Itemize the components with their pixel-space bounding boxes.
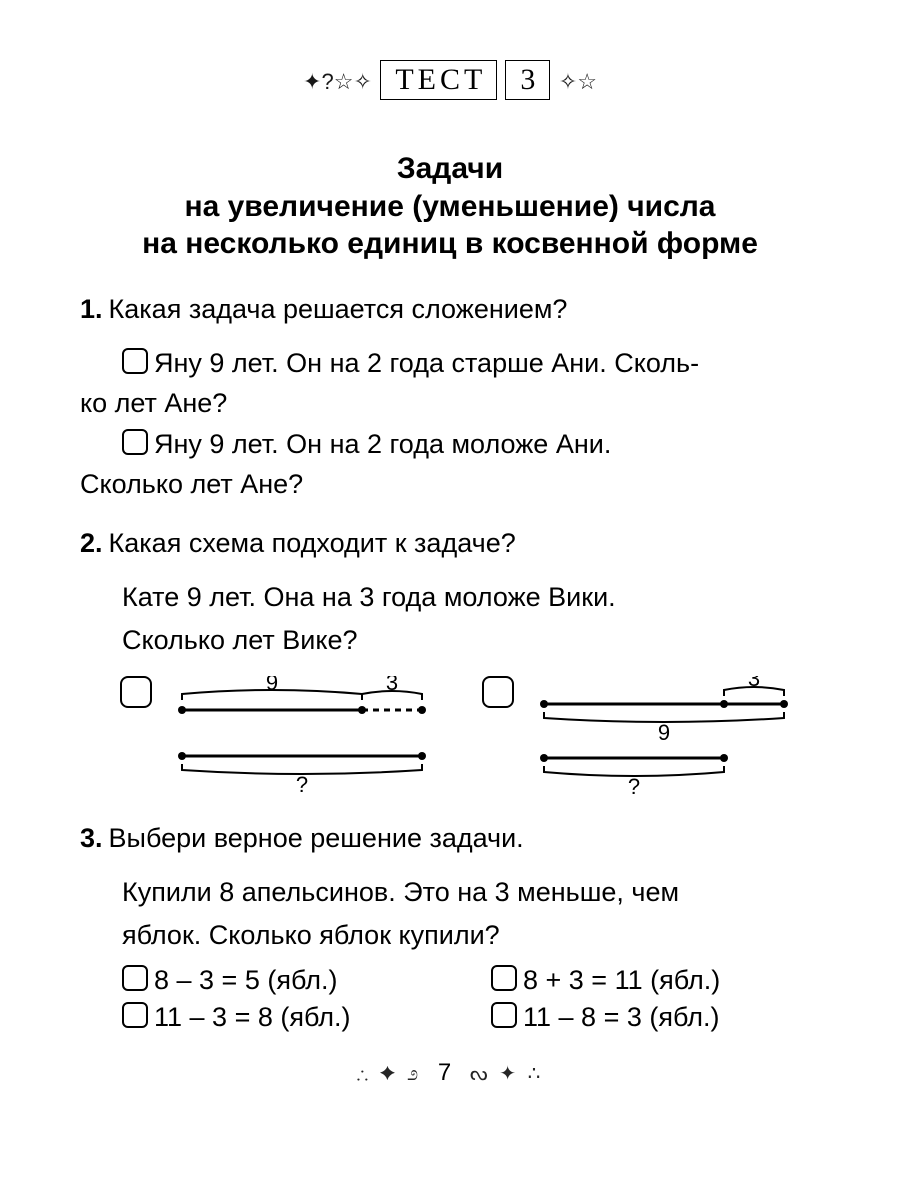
test-banner: ✦?☆✧ ТЕСТ 3 ✧☆	[80, 60, 820, 130]
worksheet-page: ✦?☆✧ ТЕСТ 3 ✧☆ Задачи на увеличение (уме…	[0, 0, 900, 1127]
checkbox-icon[interactable]	[122, 1002, 148, 1028]
banner-number: 3	[505, 60, 550, 100]
q3-answer-c: 11 – 3 = 8 (ябл.)	[122, 1002, 451, 1033]
title-line-3: на несколько единиц в косвенной форме	[80, 225, 820, 263]
question-2: 2.Какая схема подходит к задаче?	[80, 525, 820, 561]
q3-answer-a: 8 – 3 = 5 (ябл.)	[122, 965, 451, 996]
q2-diagrams: 9 3 ?	[120, 676, 820, 796]
bar-diagram-b: 3 9 ?	[524, 676, 804, 796]
q2-diagram-a: 9 3 ?	[120, 676, 442, 796]
q3-answers: 8 – 3 = 5 (ябл.) 8 + 3 = 11 (ябл.) 11 – …	[122, 965, 820, 1033]
diagram-a-label-3: 3	[386, 676, 398, 695]
q2-diagram-b: 3 9 ?	[482, 676, 804, 796]
diagram-b-label-9: 9	[658, 720, 670, 745]
q1-option-a-line1: Яну 9 лет. Он на 2 года старше Ани. Скол…	[122, 345, 820, 381]
doodle-left: ✦?☆✧	[299, 69, 376, 94]
q1-option-a-line2: ко лет Ане?	[80, 385, 820, 421]
checkbox-icon[interactable]	[122, 965, 148, 991]
title-line-1: Задачи	[80, 150, 820, 188]
banner-label: ТЕСТ	[380, 60, 497, 100]
q1-option-b-line2: Сколько лет Ане?	[80, 466, 820, 502]
page-number: 7	[438, 1059, 453, 1086]
q3-answer-b: 8 + 3 = 11 (ябл.)	[491, 965, 820, 996]
doodle-right: ✧☆	[555, 69, 601, 94]
checkbox-icon[interactable]	[482, 676, 514, 708]
question-3: 3.Выбери верное решение задачи.	[80, 820, 820, 856]
question-1: 1.Какая задача решается сложением?	[80, 291, 820, 327]
q3-body-line1: Купили 8 апельсинов. Это на 3 меньше, че…	[122, 874, 820, 910]
q3-answer-d: 11 – 8 = 3 (ябл.)	[491, 1002, 820, 1033]
q1-number: 1.	[80, 294, 103, 324]
checkbox-icon[interactable]	[120, 676, 152, 708]
checkbox-icon[interactable]	[491, 1002, 517, 1028]
q2-number: 2.	[80, 528, 103, 558]
q2-body-line1: Кате 9 лет. Она на 3 года моложе Вики.	[122, 579, 820, 615]
q3-number: 3.	[80, 823, 103, 853]
q3-prompt: Выбери верное решение задачи.	[109, 823, 524, 853]
diagram-a-label-q: ?	[296, 772, 308, 796]
diagram-b-label-3: 3	[748, 676, 760, 691]
diagram-a-label-9: 9	[266, 676, 278, 695]
q1-prompt: Какая задача решается сложением?	[109, 294, 568, 324]
checkbox-icon[interactable]	[491, 965, 517, 991]
diagram-b-label-q: ?	[628, 774, 640, 796]
q2-body-line2: Сколько лет Вике?	[122, 622, 820, 658]
footer-deco-right: ᔓ ✦ ∴	[462, 1063, 551, 1085]
page-title: Задачи на увеличение (уменьшение) числа …	[80, 150, 820, 263]
q2-prompt: Какая схема подходит к задаче?	[109, 528, 516, 558]
q1-option-b-line1: Яну 9 лет. Он на 2 года моложе Ани.	[122, 426, 820, 462]
page-footer: ∴ ✦ ೨ 7 ᔓ ✦ ∴	[80, 1059, 820, 1087]
checkbox-icon[interactable]	[122, 429, 148, 455]
q3-body-line2: яблок. Сколько яблок купили?	[122, 917, 820, 953]
title-line-2: на увеличение (уменьшение) числа	[80, 188, 820, 226]
checkbox-icon[interactable]	[122, 348, 148, 374]
bar-diagram-a: 9 3 ?	[162, 676, 442, 796]
footer-deco-left: ∴ ✦ ೨	[349, 1063, 429, 1085]
